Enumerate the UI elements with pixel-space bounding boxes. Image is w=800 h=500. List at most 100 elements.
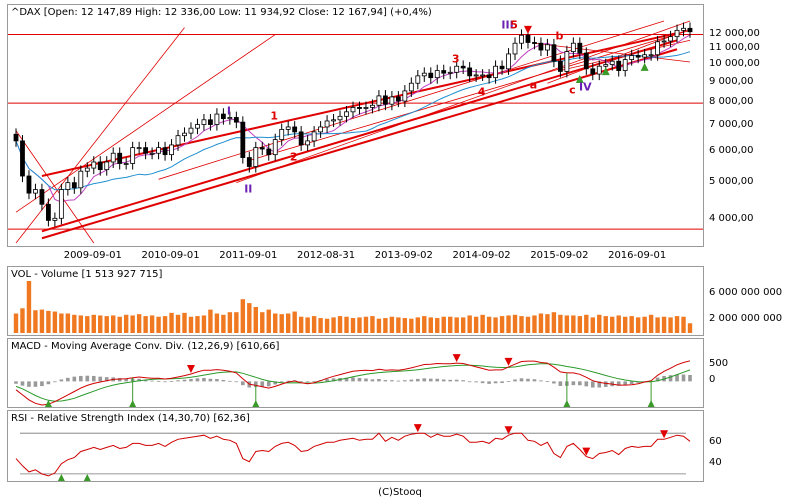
candle — [253, 147, 259, 167]
fan-line — [249, 29, 691, 161]
volume-bar — [512, 314, 518, 333]
macd-histogram-bar — [124, 378, 128, 382]
candle — [182, 132, 187, 137]
price-panel: ^DAX [Open: 12 147,89 High: 12 336,00 Lo… — [7, 4, 704, 247]
volume-bar — [227, 312, 233, 333]
volume-bar — [493, 317, 498, 333]
candle — [383, 95, 388, 105]
candle — [473, 74, 479, 77]
volume-bar — [13, 313, 19, 333]
price-y-tick: 10 000,00 — [709, 58, 760, 70]
volume-bar — [584, 314, 589, 333]
macd-histogram-bar — [20, 381, 25, 386]
macd-histogram-bar — [260, 381, 265, 387]
volume-bar — [247, 303, 252, 333]
candle — [279, 128, 285, 140]
volume-bar — [564, 315, 570, 333]
wave-label: b — [555, 29, 564, 43]
macd-line — [15, 360, 691, 406]
candle — [259, 147, 265, 150]
volume-bar — [402, 318, 408, 333]
candle — [577, 42, 583, 54]
volume-bar — [136, 314, 142, 333]
candle — [512, 42, 518, 55]
volume-bar — [221, 314, 226, 333]
candle — [97, 161, 103, 171]
macd-panel: MACD - Moving Average Conv. Div. (12,26,… — [7, 338, 704, 408]
candle — [655, 41, 660, 56]
wave-label: IV — [578, 80, 592, 94]
candle — [460, 65, 466, 69]
rsi-buy-marker — [83, 474, 91, 481]
rsi-sell-marker — [582, 447, 591, 456]
macd-histogram-bar — [487, 381, 491, 384]
fan-line — [236, 20, 691, 184]
candle — [201, 119, 207, 125]
fan-line — [158, 20, 665, 180]
volume-bar — [448, 316, 453, 333]
buy-arrow — [640, 62, 649, 71]
volume-bar — [668, 317, 673, 333]
volume-bar — [91, 314, 96, 333]
volume-bar — [389, 316, 395, 333]
macd-histogram-bar — [208, 378, 213, 382]
volume-bar — [590, 317, 595, 333]
volume-bar — [473, 316, 479, 333]
candle — [480, 74, 486, 77]
rsi-y-tick: 60 — [709, 436, 722, 448]
volume-bar — [499, 316, 505, 333]
candle — [91, 161, 97, 169]
macd-histogram-bar — [27, 381, 31, 387]
volume-bar — [525, 316, 531, 333]
macd-histogram-bar — [629, 381, 634, 384]
volume-bar — [396, 317, 401, 333]
volume-bar — [648, 314, 654, 333]
macd-histogram-bar — [513, 379, 517, 382]
candle — [525, 34, 531, 43]
volume-bar — [415, 317, 421, 333]
volume-bar — [681, 316, 686, 333]
candle — [687, 27, 693, 33]
candle — [46, 203, 51, 221]
wave-label: 5 — [510, 18, 518, 32]
candle — [661, 40, 667, 43]
macd-histogram-bar — [571, 381, 576, 386]
candle — [84, 167, 90, 172]
volume-bar — [376, 318, 382, 333]
price-chart — [8, 20, 703, 244]
volume-bar — [674, 316, 680, 333]
volume-bar — [428, 317, 433, 333]
macd-histogram-bar — [623, 381, 627, 385]
volume-bar — [532, 315, 537, 333]
macd-buy-marker — [563, 400, 571, 407]
candle — [110, 152, 116, 163]
volume-bar — [240, 299, 246, 333]
volume-bar — [292, 311, 297, 333]
volume-bar — [117, 316, 122, 333]
candle — [318, 126, 323, 133]
candle — [389, 96, 395, 105]
price-y-tick: 11 000,00 — [709, 42, 760, 54]
wave-label: II — [244, 182, 253, 196]
candle — [292, 126, 298, 133]
macd-histogram-bar — [357, 377, 362, 382]
volume-bar — [350, 318, 356, 333]
macd-histogram-bar — [668, 375, 673, 382]
price-y-tick: 6 000,00 — [709, 144, 754, 156]
candle — [668, 36, 673, 42]
volume-bar — [324, 318, 330, 333]
volume-bar — [104, 316, 109, 333]
macd-histogram-bar — [312, 381, 316, 382]
macd-histogram-bar — [590, 381, 595, 388]
volume-bar — [39, 309, 45, 333]
candle — [13, 133, 19, 142]
candle — [240, 121, 246, 158]
rsi-chart — [15, 424, 691, 481]
candle — [266, 148, 272, 156]
candle — [506, 53, 511, 70]
candle — [357, 107, 362, 109]
macd-histogram-bar — [344, 377, 349, 382]
volume-panel-title: VOL - Volume [1 513 927 715] — [11, 269, 163, 280]
candle — [39, 189, 45, 205]
volume-bar — [551, 312, 557, 333]
